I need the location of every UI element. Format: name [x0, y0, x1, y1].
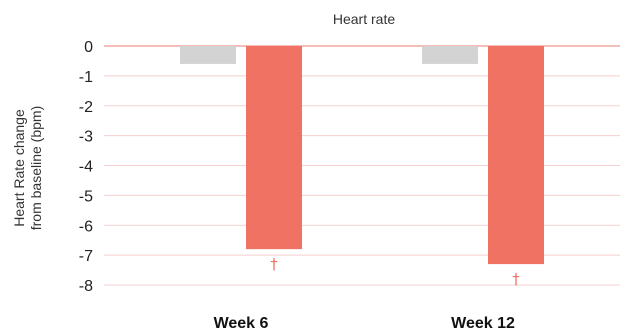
x-tick-labels: Week 6 Week 12	[214, 315, 515, 332]
y-tick-label: -6	[79, 218, 93, 235]
y-tick-label: -7	[79, 248, 93, 265]
bar	[180, 46, 236, 64]
significance-marker: †	[270, 255, 278, 273]
bars: ††	[180, 46, 544, 288]
y-axis-label-line-2: from baseline (bpm)	[28, 106, 44, 231]
significance-marker: †	[512, 270, 520, 288]
bar	[488, 46, 544, 265]
y-tick-label: -5	[79, 188, 93, 205]
x-tick-label: Week 6	[214, 315, 269, 332]
chart-title: Heart rate	[333, 11, 395, 27]
y-tick-labels: 0 -1 -2 -3 -4 -5 -6 -7 -8	[79, 39, 93, 295]
bar	[422, 46, 478, 64]
y-tick-label: 0	[84, 39, 93, 56]
y-tick-label: -8	[79, 278, 93, 295]
bar	[246, 46, 302, 250]
y-tick-label: -4	[79, 159, 93, 176]
y-tick-label: -2	[79, 99, 93, 116]
x-tick-label: Week 12	[451, 315, 515, 332]
y-tick-label: -1	[79, 69, 93, 86]
y-axis-label: Heart Rate change from baseline (bpm)	[11, 106, 44, 231]
y-tick-label: -3	[79, 129, 93, 146]
y-axis-label-line-1: Heart Rate change	[11, 109, 27, 227]
